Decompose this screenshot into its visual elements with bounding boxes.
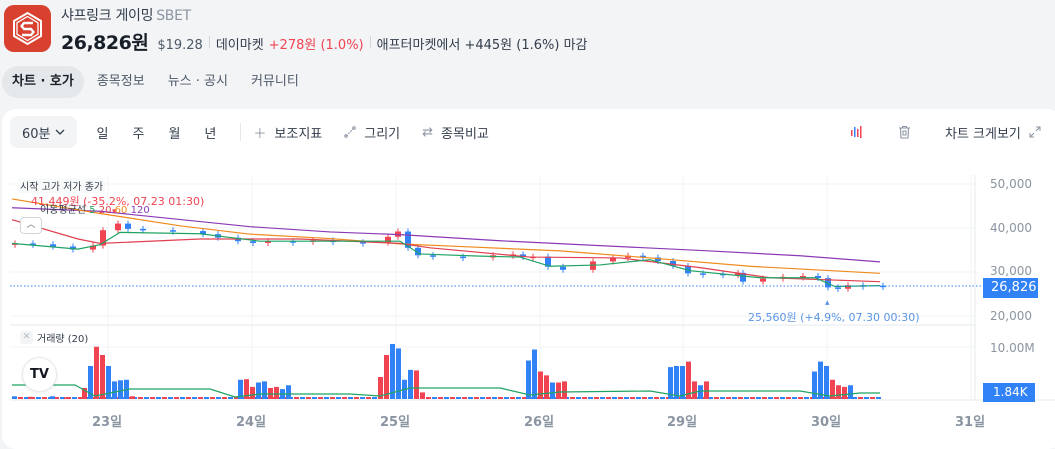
divider — [369, 35, 371, 48]
ma120-label: 120 — [130, 205, 150, 216]
current-price-tag: 26,826 — [983, 278, 1038, 298]
tab-news-disclosure[interactable]: 뉴스 · 공시 — [167, 74, 228, 89]
draw-button[interactable]: 그리기 — [344, 123, 400, 142]
tab-stock-info[interactable]: 종목정보 — [96, 74, 145, 89]
x-tick-31: 31일 — [955, 415, 986, 430]
expand-icon[interactable] — [1029, 126, 1041, 138]
draw-label: 그리기 — [364, 126, 401, 142]
current-price: 26,826원 — [61, 32, 149, 54]
y-tick-20000: 20,000 — [990, 309, 1032, 323]
swap-arrows-icon: ⇄ — [422, 124, 434, 140]
period-low-marker: 25,560원 (+4.9%, 07.30 00:30) — [748, 311, 920, 324]
company-logo — [4, 5, 51, 52]
x-tick-26: 26일 — [524, 415, 555, 430]
line-draw-icon — [344, 126, 357, 138]
ma20-label: 20 — [98, 205, 112, 216]
current-volume-tag: 1.84K — [983, 383, 1035, 402]
price-chart[interactable]: ▾ ▴ — [10, 170, 1055, 441]
volume-legend: ✕ 거래량 (20) — [20, 330, 88, 345]
y-tick-30000: 30,000 — [990, 264, 1032, 278]
close-icon[interactable]: ✕ — [20, 331, 33, 344]
volume-legend-label: 거래량 (20) — [37, 334, 89, 345]
timeframe-selected: 60분 — [22, 126, 51, 142]
tab-community[interactable]: 커뮤니티 — [250, 74, 299, 89]
ohlc-legend: 시작 고가 저가 종가 — [18, 178, 106, 193]
y-tick-50000: 50,000 — [990, 177, 1032, 191]
daymarket-change: +278원 (1.0%) — [268, 38, 364, 53]
chevron-down-icon — [55, 129, 64, 135]
price-summary: 26,826원 $19.28 데이마켓 +278원 (1.0%) 애프터마켓에서… — [61, 28, 588, 55]
ma-legend-label: 이동평균선 — [40, 205, 86, 216]
candlestick-chart[interactable]: ▾▴ — [10, 170, 1055, 441]
svg-text:▴: ▴ — [825, 298, 830, 308]
stock-tabs: 차트 · 호가 종목정보 뉴스 · 공시 커뮤니티 — [2, 66, 312, 98]
compare-button[interactable]: ⇄ 종목비교 — [422, 123, 489, 142]
indicator-button[interactable]: ＋ 보조지표 — [253, 123, 322, 142]
daymarket-label: 데이마켓 — [215, 38, 264, 53]
y-tick-40000: 40,000 — [990, 221, 1032, 235]
stock-title: 샤프링크 게이밍 SBET — [61, 5, 191, 25]
timeframe-dropdown[interactable]: 60분 — [10, 116, 77, 148]
price-usd: $19.28 — [157, 38, 203, 53]
tab-chart-orderbook[interactable]: 차트 · 호가 — [2, 66, 84, 98]
ticker-symbol: SBET — [156, 8, 191, 24]
ma60-label: 60 — [114, 205, 128, 216]
x-tick-24: 24일 — [236, 415, 267, 430]
moving-average-legend[interactable]: 이동평균선 5 20 60 120 — [40, 201, 150, 216]
x-tick-30: 30일 — [811, 415, 842, 430]
candle-style-icon[interactable] — [850, 125, 864, 139]
ma5-label: 5 — [89, 205, 96, 216]
timeframe-week[interactable]: 주 — [132, 126, 145, 142]
collapse-legend-button[interactable]: ︿ — [20, 217, 42, 234]
timeframe-month[interactable]: 월 — [168, 126, 181, 142]
aftermarket-summary: 애프터마켓에서 +445원 (1.6%) 마감 — [376, 38, 588, 53]
sharplink-logo-icon — [13, 11, 42, 46]
svg-text:▾: ▾ — [112, 207, 117, 217]
plus-icon: ＋ — [253, 126, 267, 142]
tradingview-logo-icon[interactable]: TV — [22, 357, 57, 392]
divider — [208, 35, 210, 48]
chart-toolbar-right: 차트 크게보기 — [850, 116, 1041, 148]
indicator-label: 보조지표 — [274, 126, 323, 142]
x-tick-23: 23일 — [92, 415, 123, 430]
timeframe-year[interactable]: 년 — [204, 126, 217, 142]
divider — [240, 123, 242, 141]
company-name: 샤프링크 게이밍 — [61, 8, 154, 24]
timeframe-day[interactable]: 일 — [96, 126, 109, 142]
stock-header: 샤프링크 게이밍 SBET 26,826원 $19.28 데이마켓 +278원 (… — [0, 0, 1055, 60]
x-tick-25: 25일 — [380, 415, 411, 430]
x-tick-29: 29일 — [667, 415, 698, 430]
expand-chart-label[interactable]: 차트 크게보기 — [945, 126, 1021, 142]
compare-label: 종목비교 — [441, 126, 489, 142]
period-high-marker: 41,449원 (-35.2%, 07.23 01:30) — [31, 195, 205, 208]
trash-icon[interactable] — [898, 125, 911, 139]
volume-y-tick: 10.00M — [990, 341, 1035, 355]
chart-toolbar: 60분 일 주 월 년 ＋ 보조지표 그리기 ⇄ 종목비교 — [10, 116, 511, 148]
chevron-up-icon: ︿ — [26, 220, 36, 230]
